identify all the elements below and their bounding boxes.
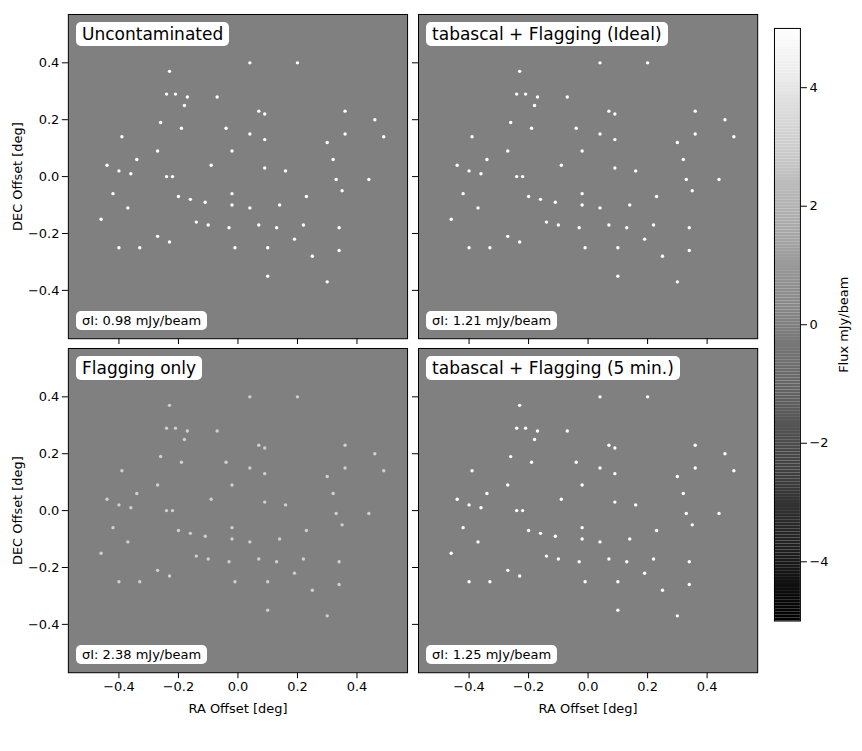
html-text:tabascal + Flagging (5 min.): tabascal + Flagging (5 min.) bbox=[432, 358, 674, 379]
svg-text:0: 0 bbox=[810, 317, 818, 332]
html-text:Uncontaminated: Uncontaminated bbox=[82, 24, 224, 44]
html-text:σI: 2.38 mJy/beam: σI: 2.38 mJy/beam bbox=[82, 647, 202, 663]
svg-text:0.2: 0.2 bbox=[39, 446, 60, 461]
svg-text:−0.4: −0.4 bbox=[103, 679, 134, 694]
svg-text:2: 2 bbox=[810, 198, 818, 213]
svg-text:−0.2: −0.2 bbox=[28, 226, 59, 241]
html-text:Flagging only: Flagging only bbox=[82, 358, 197, 379]
svg-text:0.0: 0.0 bbox=[39, 169, 60, 184]
svg-text:0.2: 0.2 bbox=[39, 112, 60, 127]
html-text:σI: 1.21 mJy/beam: σI: 1.21 mJy/beam bbox=[432, 313, 552, 329]
svg-text:RA Offset [deg]: RA Offset [deg] bbox=[539, 701, 638, 716]
svg-text:0.0: 0.0 bbox=[228, 679, 249, 694]
svg-text:4: 4 bbox=[810, 80, 818, 95]
svg-text:−0.2: −0.2 bbox=[163, 679, 194, 694]
svg-text:−4: −4 bbox=[810, 554, 829, 569]
svg-text:0.2: 0.2 bbox=[287, 679, 308, 694]
svg-text:0.4: 0.4 bbox=[39, 55, 60, 70]
html-text:σI: 1.25 mJy/beam: σI: 1.25 mJy/beam bbox=[432, 647, 552, 663]
svg-text:−0.4: −0.4 bbox=[28, 617, 59, 632]
svg-text:−0.2: −0.2 bbox=[28, 560, 59, 575]
svg-text:0.0: 0.0 bbox=[578, 679, 599, 694]
html-text:tabascal + Flagging (Ideal): tabascal + Flagging (Ideal) bbox=[432, 24, 662, 44]
html-text:σI: 0.98 mJy/beam: σI: 0.98 mJy/beam bbox=[82, 313, 202, 329]
svg-text:0.4: 0.4 bbox=[697, 679, 718, 694]
svg-text:0.0: 0.0 bbox=[39, 503, 60, 518]
svg-text:Flux mJy/beam: Flux mJy/beam bbox=[837, 277, 852, 373]
svg-text:0.2: 0.2 bbox=[637, 679, 658, 694]
svg-text:−0.4: −0.4 bbox=[453, 679, 484, 694]
svg-text:−2: −2 bbox=[810, 435, 829, 450]
svg-text:0.4: 0.4 bbox=[347, 679, 368, 694]
svg-text:0.4: 0.4 bbox=[39, 389, 60, 404]
svg-text:DEC Offset [deg]: DEC Offset [deg] bbox=[10, 122, 25, 231]
svg-text:−0.4: −0.4 bbox=[28, 283, 59, 298]
svg-text:RA Offset [deg]: RA Offset [deg] bbox=[188, 701, 287, 716]
svg-text:DEC Offset [deg]: DEC Offset [deg] bbox=[10, 456, 25, 565]
svg-text:−0.2: −0.2 bbox=[513, 679, 544, 694]
